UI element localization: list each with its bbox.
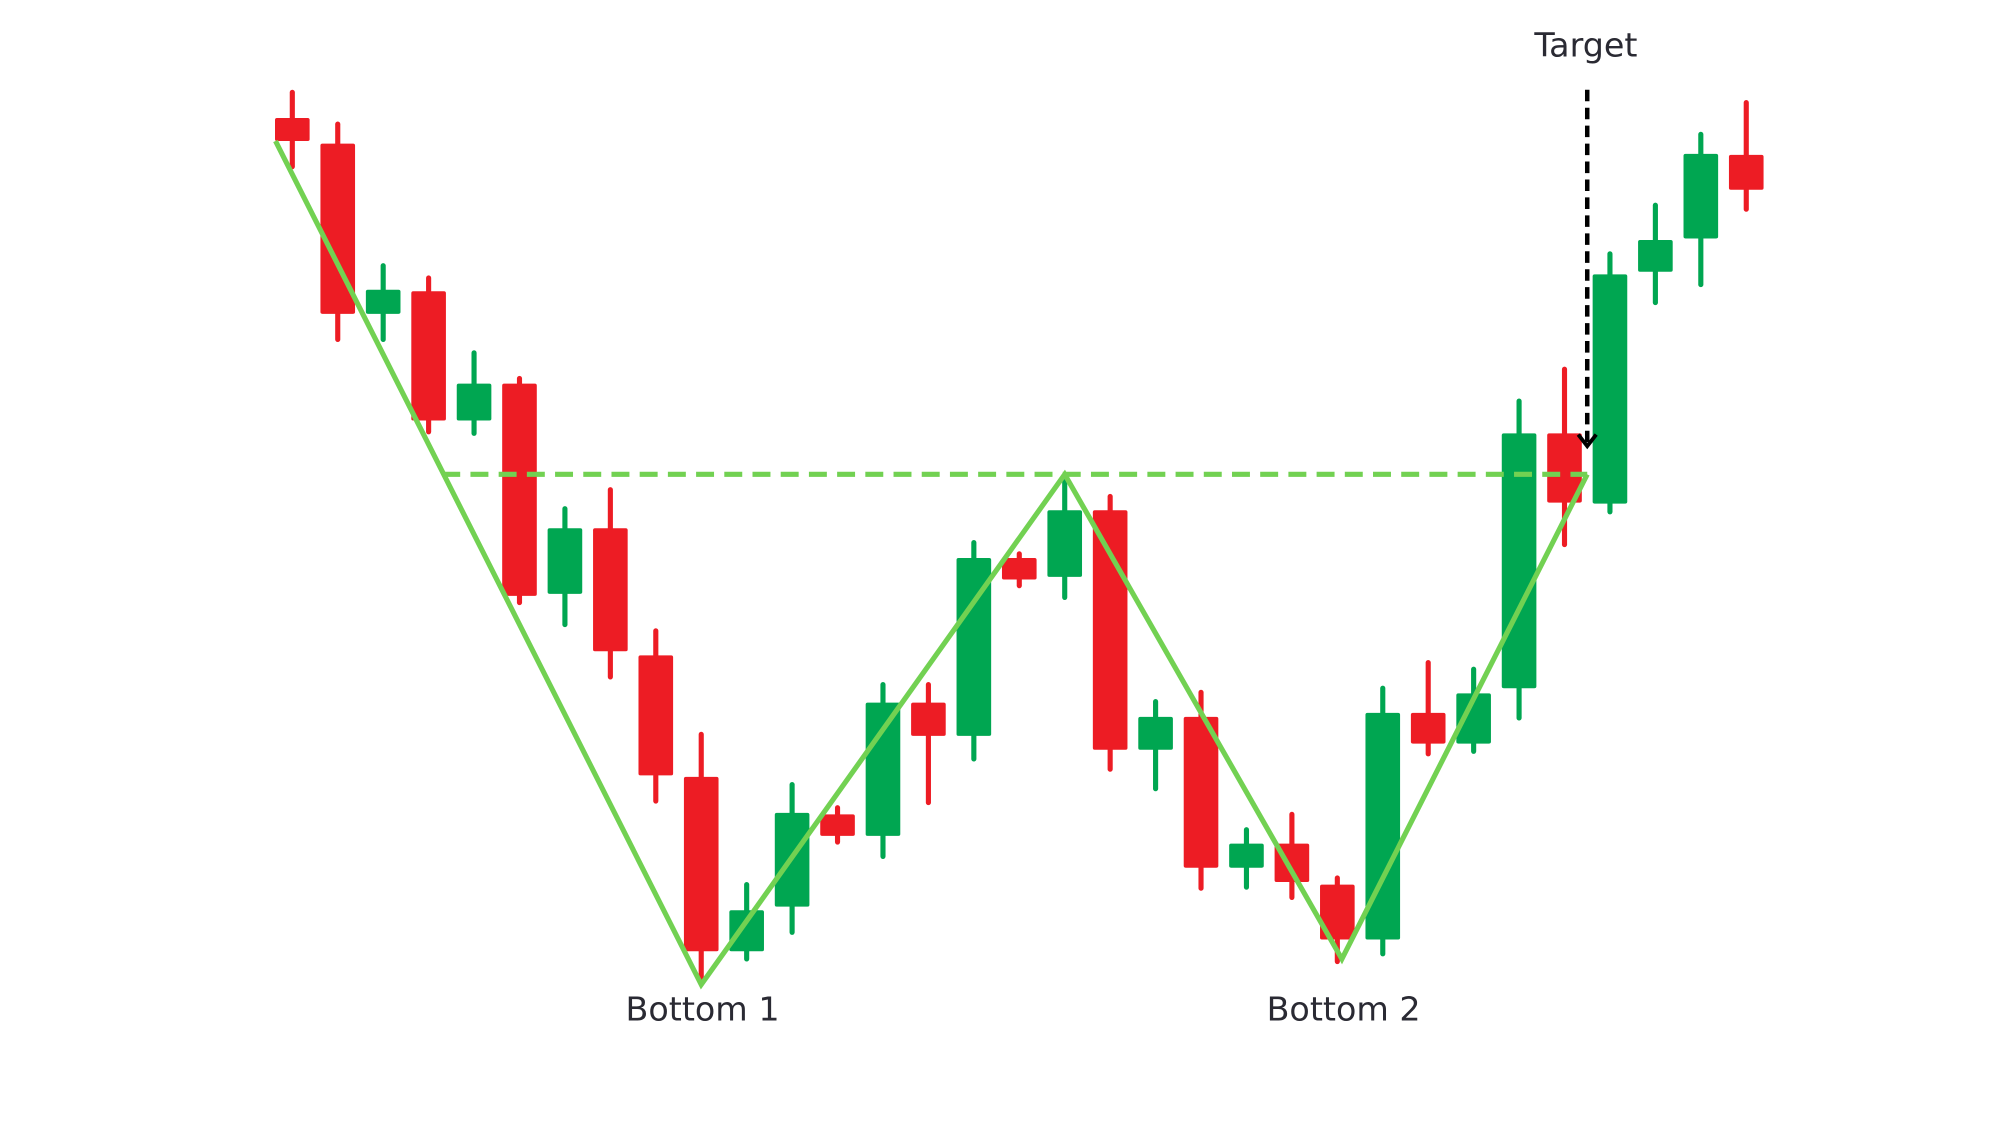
candle-body (638, 655, 674, 776)
bullish-candle-20 (1138, 698, 1173, 792)
bullish-candle-7 (547, 506, 583, 628)
bearish-candle-1 (275, 89, 310, 170)
candle-body (1456, 693, 1491, 744)
candle-body (1410, 712, 1446, 744)
bullish-candle-28 (1501, 398, 1537, 721)
candle-body (320, 143, 356, 314)
bullish-candle-14 (865, 682, 901, 859)
candle-body (547, 528, 583, 594)
bullish-candle-25 (1365, 685, 1401, 957)
bearish-candle-4 (411, 275, 446, 435)
bearish-candle-9 (638, 628, 674, 804)
candle-body (1001, 557, 1037, 580)
candle-body (593, 528, 628, 652)
candle-body (365, 289, 401, 314)
candle-body (1638, 240, 1673, 272)
candle-body (275, 117, 310, 142)
candle-body (911, 702, 946, 736)
bullish-candle-18 (1047, 478, 1083, 600)
candle-body (956, 557, 992, 736)
bearish-candle-26 (1410, 659, 1446, 757)
candle-body (729, 910, 764, 952)
candle-body (1092, 510, 1128, 750)
candle-body (1592, 274, 1628, 504)
candle-body (1047, 510, 1083, 577)
bearish-candle-33 (1728, 100, 1764, 212)
bullish-candle-31 (1638, 202, 1673, 306)
candle-body (1547, 433, 1582, 503)
bearish-candle-23 (1274, 811, 1310, 900)
target-label: Target (1533, 25, 1637, 64)
bearish-candle-10 (683, 731, 719, 984)
bullish-candle-27 (1456, 666, 1491, 754)
bearish-candle-21 (1183, 689, 1219, 891)
candle-body (865, 702, 901, 836)
bullish-candle-22 (1229, 827, 1264, 890)
candle-body (1320, 884, 1355, 940)
bearish-candle-13 (820, 805, 855, 845)
bullish-candle-32 (1683, 131, 1719, 288)
bearish-candle-17 (1001, 551, 1037, 589)
pattern-overlay (273, 89, 1598, 990)
candle-body (683, 776, 719, 952)
arrow-down-icon (1576, 433, 1598, 450)
candle-body (1365, 712, 1401, 940)
bearish-candle-8 (593, 487, 628, 680)
candle-body (1229, 843, 1264, 868)
bearish-candle-15 (911, 682, 946, 806)
bullish-candle-5 (456, 350, 492, 436)
candle-body (456, 383, 492, 421)
bearish-candle-2 (320, 121, 356, 343)
candle-body (1138, 716, 1173, 750)
candle-body (411, 291, 446, 421)
bullish-candle-16 (956, 540, 992, 762)
candle-body (502, 383, 537, 596)
bullish-candle-30 (1592, 251, 1628, 515)
bullish-candle-3 (365, 263, 401, 343)
bottom-1-label: Bottom 1 (626, 990, 780, 1029)
bearish-candle-6 (502, 375, 537, 606)
candle-body (1683, 153, 1719, 239)
candle-body (1183, 716, 1219, 868)
candle-body (1728, 154, 1764, 190)
candle-body (820, 814, 855, 836)
double-bottom-pattern-line (273, 139, 1590, 990)
bottom-2-label: Bottom 2 (1267, 990, 1421, 1029)
candle-body (1501, 433, 1537, 689)
